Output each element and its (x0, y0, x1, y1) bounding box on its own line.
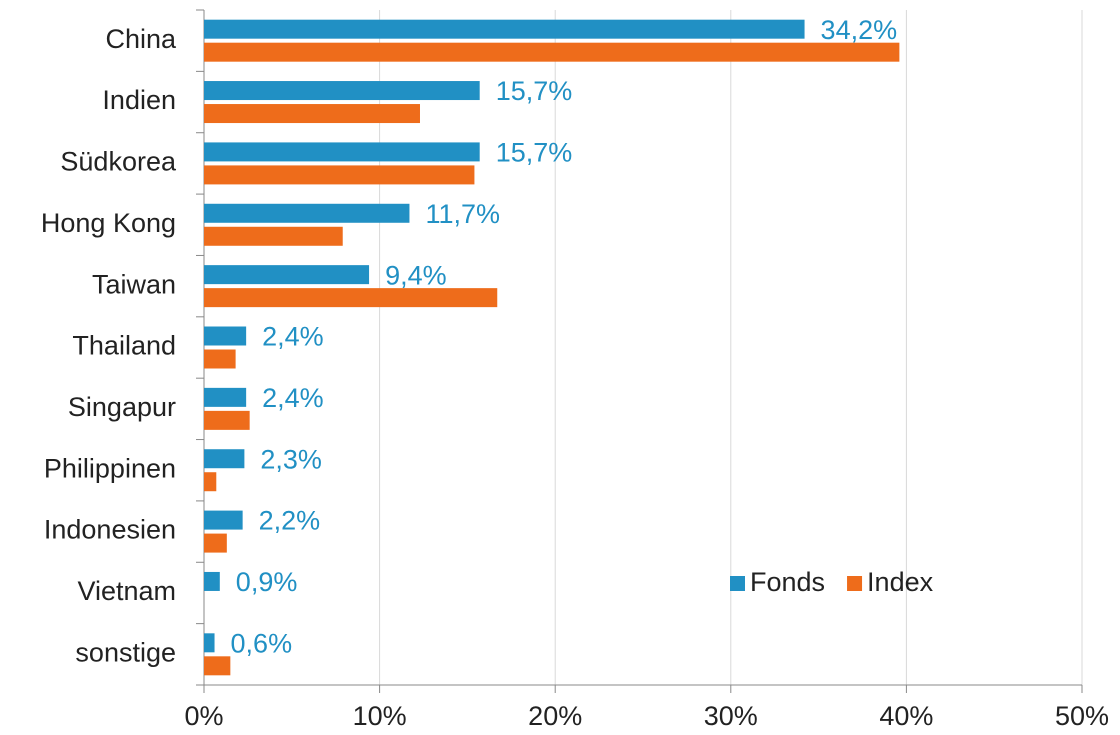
bar (204, 81, 480, 101)
bar (204, 510, 243, 530)
value-label: 15,7% (496, 138, 573, 168)
value-label: 2,4% (262, 383, 324, 413)
value-label: 9,4% (385, 260, 447, 290)
bar (204, 533, 227, 553)
bar (204, 410, 250, 430)
value-label: 2,2% (259, 506, 321, 536)
value-label: 2,3% (260, 444, 322, 474)
value-label: 0,9% (236, 567, 298, 597)
bar (204, 326, 247, 346)
bar (204, 449, 245, 469)
bar (204, 472, 217, 492)
y-tick-label: Taiwan (92, 269, 176, 299)
value-label: 2,4% (262, 322, 324, 352)
legend-swatch (847, 576, 863, 591)
y-tick-label: Thailand (72, 331, 176, 361)
y-tick-label: Südkorea (60, 147, 177, 177)
y-tick-label: Singapur (68, 392, 176, 422)
bar (204, 42, 900, 62)
bar (204, 104, 420, 124)
value-label: 15,7% (496, 76, 573, 106)
x-tick-label: 40% (879, 701, 933, 731)
bar (204, 633, 215, 653)
value-label: 0,6% (231, 628, 293, 658)
y-tick-label: Vietnam (77, 576, 176, 606)
y-tick-label: Indien (102, 85, 176, 115)
bar (204, 265, 370, 285)
x-tick-label: 50% (1055, 701, 1109, 731)
bar (204, 656, 231, 676)
bar (204, 19, 805, 39)
x-tick-label: 0% (184, 701, 223, 731)
bar (204, 288, 498, 308)
y-tick-label: China (105, 24, 177, 54)
y-tick-label: Indonesien (44, 515, 176, 545)
y-tick-label: Philippinen (44, 453, 176, 483)
bar (204, 142, 480, 162)
x-tick-label: 10% (353, 701, 407, 731)
x-tick-label: 30% (704, 701, 758, 731)
bar (204, 203, 410, 223)
bar (204, 226, 343, 246)
y-tick-label: sonstige (75, 637, 176, 667)
value-label: 11,7% (425, 199, 500, 229)
bar (204, 387, 247, 407)
legend-swatch (730, 576, 745, 591)
legend-label: Fonds (750, 567, 825, 597)
x-tick-label: 20% (528, 701, 582, 731)
bar (204, 165, 475, 185)
y-tick-label: Hong Kong (41, 208, 176, 238)
legend-label: Index (867, 567, 934, 597)
value-label: 34,2% (821, 15, 898, 45)
bar (204, 349, 236, 369)
bar (204, 571, 220, 591)
